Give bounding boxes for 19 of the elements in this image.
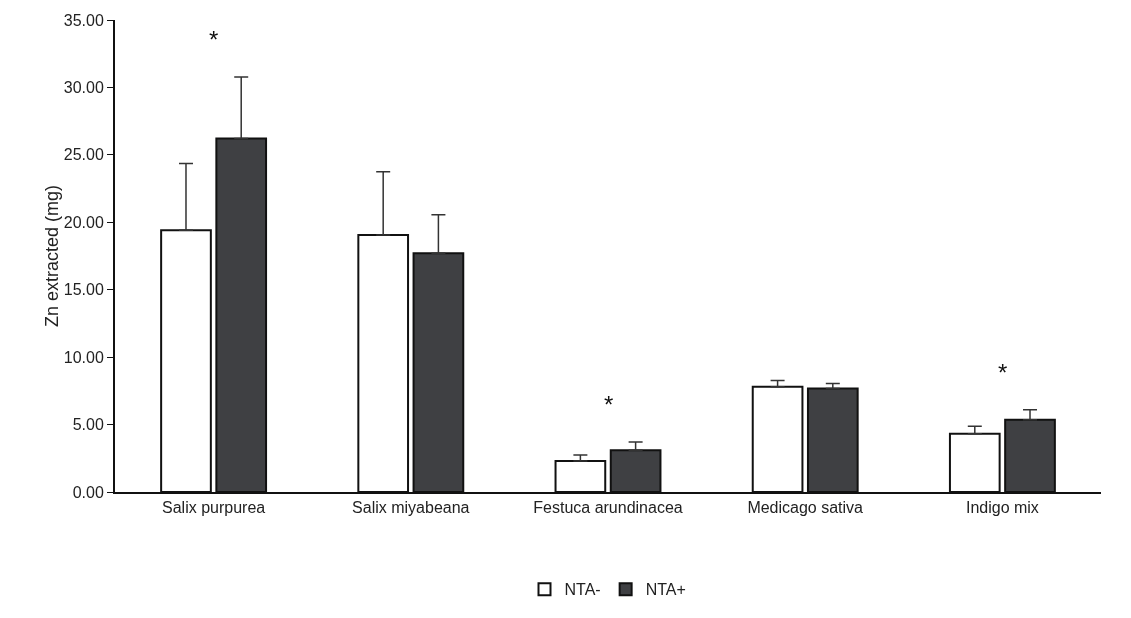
annotation: * [209,26,219,53]
y-tick-label: 15.00 [63,281,104,299]
y-tick-label: 25.00 [63,146,104,164]
annotation: * [998,359,1008,386]
y-tick-label: 10.00 [63,348,104,366]
y-tick-label: 30.00 [63,79,104,97]
x-tick-label: Salix purpurea [162,499,266,517]
x-tick-label: Salix miyabeana [352,499,470,517]
legend-label: NTA- [564,581,601,599]
y-axis-title: Zn extracted (mg) [41,184,62,328]
y-tick-label: 5.00 [72,416,104,434]
y-tick-label: 0.00 [72,483,104,501]
y-tick-label: 35.00 [63,11,104,29]
annotation: * [604,391,614,418]
x-tick-label: Festuca arundinacea [533,499,683,517]
x-tick-label: Medicago sativa [747,499,864,517]
y-tick-label: 20.00 [63,213,104,231]
x-tick-label: Indigo mix [965,499,1039,517]
legend-label: NTA+ [645,581,686,599]
